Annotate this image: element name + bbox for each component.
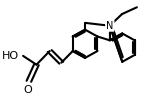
Text: N: N bbox=[106, 21, 113, 31]
Text: HO: HO bbox=[2, 51, 19, 61]
Text: O: O bbox=[23, 85, 32, 95]
